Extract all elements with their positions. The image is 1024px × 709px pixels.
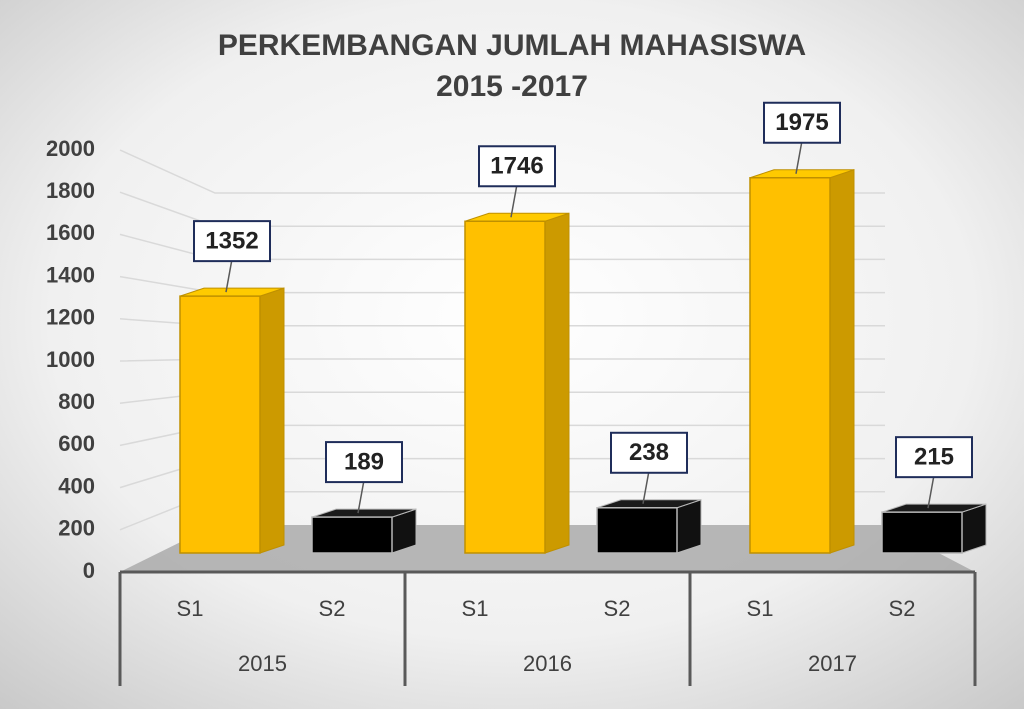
y-tick-label: 600 <box>58 431 95 456</box>
value-label: 1746 <box>490 153 543 180</box>
value-label: 1975 <box>775 109 828 136</box>
group-label: 2015 <box>238 651 287 676</box>
bar <box>311 516 393 554</box>
y-tick-label: 400 <box>58 473 95 498</box>
x-tick-label: S2 <box>889 596 916 621</box>
bar <box>749 177 831 554</box>
y-tick-label: 1800 <box>46 178 95 203</box>
x-tick-label: S2 <box>319 596 346 621</box>
label-leader <box>642 470 650 504</box>
grid-line <box>119 149 885 194</box>
value-label-box <box>610 431 688 474</box>
bar <box>179 295 261 554</box>
chart-subtitle: 2015 -2017 <box>436 70 588 103</box>
bar <box>464 220 546 554</box>
bar-side <box>829 169 855 554</box>
value-label: 215 <box>914 443 954 470</box>
x-tick-label: S1 <box>747 596 774 621</box>
y-tick-label: 0 <box>83 558 95 583</box>
value-label: 189 <box>344 448 384 475</box>
label-leader <box>795 140 803 174</box>
y-tick-label: 1000 <box>46 347 95 372</box>
y-tick-label: 1600 <box>46 220 95 245</box>
y-tick-label: 1200 <box>46 305 95 330</box>
label-leader <box>927 475 935 509</box>
value-label-box <box>895 436 973 479</box>
bar-side <box>676 499 702 554</box>
bar <box>596 507 678 554</box>
y-tick-label: 800 <box>58 389 95 414</box>
label-leader <box>510 184 518 218</box>
value-label-box <box>763 101 841 144</box>
y-tick-label: 1400 <box>46 262 95 287</box>
value-label-box <box>325 441 403 484</box>
y-tick-label: 200 <box>58 516 95 541</box>
value-label: 238 <box>629 439 669 466</box>
x-tick-label: S2 <box>604 596 631 621</box>
label-leader <box>357 479 365 514</box>
y-tick-label: 2000 <box>46 136 95 161</box>
value-label: 1352 <box>205 227 258 254</box>
bar-side <box>961 503 987 554</box>
bar-side <box>544 212 570 554</box>
bar-side <box>259 287 285 554</box>
group-label: 2017 <box>808 651 857 676</box>
value-label-box <box>193 220 271 263</box>
bar <box>881 511 963 554</box>
value-label-box <box>478 145 556 188</box>
x-tick-label: S1 <box>177 596 204 621</box>
label-leader <box>225 258 233 293</box>
chart-title: PERKEMBANGAN JUMLAH MAHASISWA <box>218 29 806 62</box>
group-label: 2016 <box>523 651 572 676</box>
x-tick-label: S1 <box>462 596 489 621</box>
